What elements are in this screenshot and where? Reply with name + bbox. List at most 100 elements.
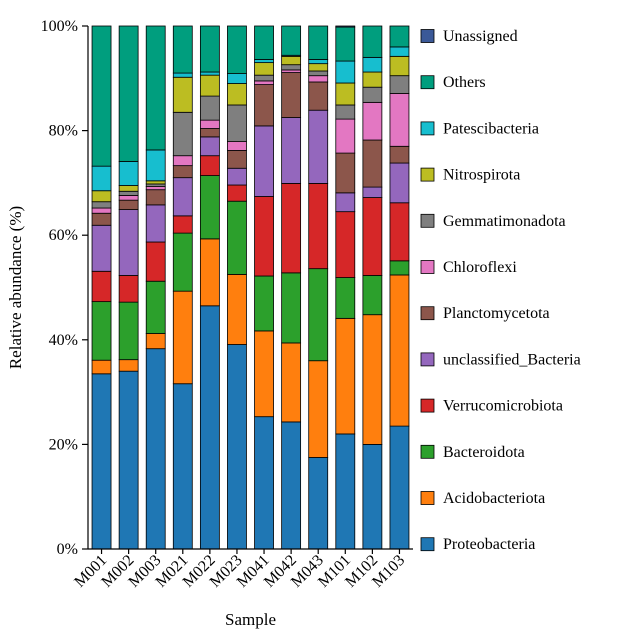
bar-segment-M042-2 — [281, 272, 302, 344]
bar-segment-M101-6 — [335, 118, 356, 154]
bar-segment-M021-9 — [172, 72, 193, 78]
bar-segment-M023-7 — [227, 104, 247, 142]
bar-segment-M003-6 — [145, 186, 166, 191]
bar-segment-M003-5 — [145, 189, 166, 206]
bar-segment-M003-1 — [145, 333, 166, 350]
bar-segment-M103-1 — [389, 274, 410, 427]
legend-swatch-1 — [420, 75, 435, 90]
bars-group — [91, 25, 410, 550]
bar-segment-M021-10 — [172, 25, 193, 74]
bar-segment-M022-5 — [199, 128, 220, 138]
y-axis-title: Relative abundance (%) — [6, 206, 25, 369]
y-tick-label-1: 20% — [49, 436, 78, 453]
bar-segment-M043-7 — [308, 70, 329, 77]
legend-label-0: Unassigned — [443, 28, 518, 45]
bar-segment-M021-6 — [172, 155, 193, 167]
bar-segment-M023-0 — [227, 344, 247, 550]
bar-segment-M042-1 — [281, 342, 302, 423]
legend-label-2: Patescibacteria — [443, 120, 539, 137]
y-tick-label-4: 80% — [49, 123, 78, 140]
bar-segment-M041-0 — [254, 416, 274, 550]
bar-segment-M002-8 — [118, 185, 139, 192]
bar-segment-M022-7 — [199, 95, 220, 121]
bar-segment-M102-8 — [362, 71, 383, 88]
legend-swatch-10 — [420, 491, 435, 505]
bar-segment-M101-2 — [335, 277, 356, 319]
bar-segment-M001-7 — [91, 201, 112, 209]
bar-segment-M021-3 — [172, 215, 193, 234]
bar-segment-M101-10 — [335, 26, 356, 62]
bar-segment-M102-6 — [362, 101, 383, 141]
bar-segment-M021-0 — [172, 383, 193, 550]
bar-segment-M022-10 — [199, 25, 220, 73]
bar-segment-M003-10 — [145, 25, 166, 151]
bar-segment-M002-10 — [118, 25, 139, 162]
bar-segment-M102-2 — [362, 275, 383, 316]
bar-segment-M003-2 — [145, 280, 166, 334]
bar-segment-M001-8 — [91, 190, 112, 203]
legend-swatch-9 — [420, 444, 435, 459]
bar-segment-M102-10 — [362, 25, 383, 58]
bar-segment-M043-2 — [308, 268, 329, 362]
bar-segment-M101-1 — [335, 317, 356, 435]
bar-segment-M021-8 — [172, 76, 193, 113]
bar-segment-M041-8 — [254, 62, 274, 76]
legend-swatch-0 — [420, 29, 435, 43]
bar-segment-M022-8 — [199, 74, 220, 97]
bar-segment-M102-5 — [362, 139, 383, 188]
bar-segment-M022-4 — [199, 136, 220, 157]
bar-segment-M042-3 — [281, 183, 302, 274]
bar-segment-M103-10 — [389, 25, 410, 48]
legend-label-9: Bacteroidota — [443, 444, 525, 461]
bar-segment-M022-6 — [199, 119, 220, 129]
legend-label-8: Verrucomicrobiota — [443, 398, 563, 415]
bar-segment-M043-3 — [308, 183, 329, 270]
bar-segment-M023-1 — [227, 274, 247, 345]
legend-swatch-7 — [420, 352, 435, 367]
bar-segment-M043-10 — [308, 25, 329, 60]
bar-segment-M102-1 — [362, 314, 383, 445]
bar-segment-M041-3 — [254, 196, 274, 277]
bar-segment-M002-3 — [118, 275, 139, 303]
bar-segment-M001-6 — [91, 207, 112, 214]
bar-segment-M103-6 — [389, 93, 410, 147]
legend-label-5: Chloroflexi — [443, 259, 517, 276]
y-tick-label-2: 40% — [49, 332, 78, 349]
bar-segment-M042-0 — [281, 421, 302, 550]
bar-segment-M022-3 — [199, 155, 220, 176]
y-tick-label-5: 100% — [41, 18, 78, 35]
x-tick-label-M103: M103 — [369, 552, 408, 591]
bar-segment-M001-10 — [91, 25, 112, 167]
legend-swatch-3 — [420, 167, 435, 182]
bar-segment-M042-8 — [281, 55, 302, 66]
bar-segment-M042-4 — [281, 117, 302, 184]
bar-segment-M001-1 — [91, 359, 112, 375]
bar-segment-M021-4 — [172, 177, 193, 217]
legend-swatch-8 — [420, 398, 435, 413]
bar-segment-M102-0 — [362, 443, 383, 550]
bar-segment-M043-5 — [308, 81, 329, 111]
bar-segment-M042-10 — [281, 25, 302, 56]
bar-segment-M001-4 — [91, 224, 112, 272]
legend-label-11: Proteobacteria — [443, 536, 535, 553]
legend-label-3: Nitrospirota — [443, 167, 520, 184]
bar-segment-M041-1 — [254, 330, 274, 418]
bar-segment-M003-3 — [145, 241, 166, 282]
bar-segment-M101-0 — [335, 433, 356, 550]
bar-segment-M041-5 — [254, 84, 274, 127]
bar-segment-M103-9 — [389, 46, 410, 57]
legend-swatch-6 — [420, 306, 435, 321]
bar-segment-M041-2 — [254, 275, 274, 332]
legend-swatch-2 — [420, 121, 435, 136]
bar-segment-M002-1 — [118, 359, 139, 372]
legend-swatch-4 — [420, 213, 435, 228]
bar-segment-M043-6 — [308, 75, 329, 83]
bar-segment-M001-2 — [91, 301, 112, 361]
bar-segment-M101-9 — [335, 60, 356, 84]
y-tick-label-0: 0% — [57, 541, 78, 558]
bar-segment-M023-3 — [227, 184, 247, 202]
y-tick-label-3: 60% — [49, 227, 78, 244]
bar-segment-M103-4 — [389, 162, 410, 204]
